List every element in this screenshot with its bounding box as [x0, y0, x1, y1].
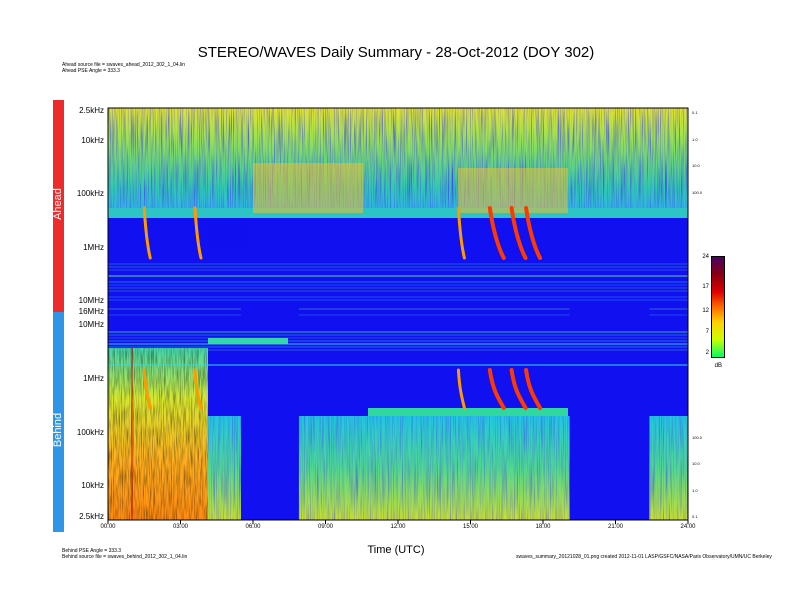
right-tick-label: 1.0	[692, 488, 698, 493]
credit-text: swaves_summary_20121028_01.png created 2…	[516, 554, 772, 560]
y-tick-label: 16MHz	[78, 307, 104, 316]
x-tick-label: 00:00	[100, 524, 116, 530]
radio-burst	[456, 368, 466, 410]
radio-burst	[142, 368, 152, 410]
radio-burst	[193, 206, 203, 260]
right-tick-label: 100.0	[692, 190, 703, 195]
y-tick-label: 10kHz	[81, 136, 104, 145]
x-tick-label: 15:00	[462, 524, 478, 530]
right-tick-label: 0.1	[692, 514, 698, 519]
colorbar-tick: 7	[705, 329, 709, 335]
ahead-pse-text: Ahead PSE Angle = 333.3	[62, 68, 120, 74]
y-tick-label: 2.5kHz	[79, 106, 104, 115]
ahead-source-text: Ahead source file = swaves_ahead_2012_30…	[62, 62, 186, 68]
right-tick-label: 1.0	[692, 137, 698, 142]
x-tick-label: 21:00	[607, 524, 623, 530]
chart-title: STEREO/WAVES Daily Summary - 28-Oct-2012…	[197, 44, 595, 61]
radio-burst	[524, 368, 543, 410]
colorbar-tick: 17	[702, 284, 709, 290]
colorbar-tick: 24	[702, 254, 709, 260]
colorbar-unit: dB	[714, 363, 722, 369]
y-tick-label: 100kHz	[76, 189, 104, 198]
radio-burst	[193, 368, 203, 410]
radio-burst	[456, 206, 466, 260]
x-tick-label: 24:00	[680, 524, 696, 530]
x-tick-label: 09:00	[317, 524, 333, 530]
plot-frame	[107, 107, 689, 521]
radio-burst	[487, 206, 506, 260]
x-tick-label: 18:00	[535, 524, 551, 530]
y-tick-label: 10MHz	[78, 320, 104, 329]
behind-source-text: Behind source file = swaves_behind_2012_…	[62, 554, 188, 560]
right-tick-label: 0.1	[692, 110, 698, 115]
y-tick-label: 100kHz	[76, 428, 104, 437]
x-axis-label: Time (UTC)	[367, 544, 425, 556]
colorbar-tick: 12	[702, 308, 709, 314]
x-tick-label: 03:00	[172, 524, 188, 530]
radio-burst	[524, 206, 543, 260]
right-tick-label: 100.0	[692, 435, 703, 440]
right-tick-label: 10.0	[692, 163, 700, 168]
radio-burst	[142, 206, 152, 260]
radio-burst	[509, 206, 528, 260]
radio-burst	[509, 368, 528, 410]
y-tick-label: 10MHz	[78, 296, 104, 305]
x-tick-label: 12:00	[390, 524, 406, 530]
right-tick-label: 10.0	[692, 461, 700, 466]
y-tick-label: 2.5kHz	[79, 512, 104, 521]
x-tick-label: 06:00	[245, 524, 261, 530]
colorbar-tick: 2	[705, 350, 709, 356]
radio-burst	[487, 368, 506, 410]
y-tick-label: 10kHz	[81, 481, 104, 490]
behind-pse-text: Behind PSE Angle = 333.3	[62, 548, 122, 554]
colorbar	[711, 256, 725, 358]
y-tick-label: 1MHz	[83, 243, 104, 252]
y-tick-label: 1MHz	[83, 374, 104, 383]
ahead-bar	[53, 100, 64, 312]
spectrogram	[108, 108, 688, 520]
behind-bar	[53, 312, 64, 532]
